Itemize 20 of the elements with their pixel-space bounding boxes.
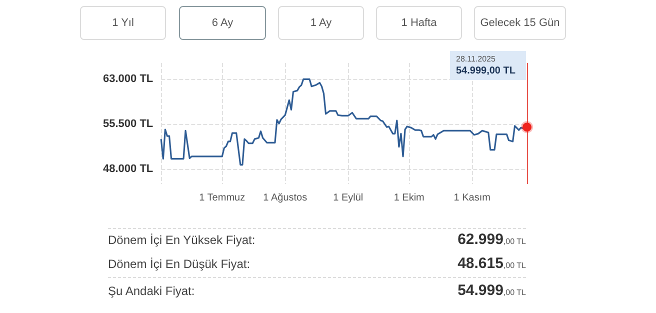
text: 1 Ay [278, 6, 364, 40]
text: Dönem İçi En Düşük Fiyat: [108, 257, 250, 271]
text: Şu Andaki Fiyat: [108, 284, 195, 298]
text: 54.999,00 TL [458, 282, 526, 299]
x-tick-label: 1 Eylül [333, 192, 364, 204]
x-tick-label: 1 Ekim [394, 192, 424, 204]
text: 62.999,00 TL [458, 231, 526, 248]
annotation: 28.11.2025 54.999,00 TL [456, 54, 516, 76]
text: 1 Hafta [376, 6, 462, 40]
x-tick-label: 1 Ağustos [263, 192, 308, 204]
y-tick-label: 55.500 TL [103, 118, 154, 130]
y-tick-label: 63.000 TL [103, 73, 154, 86]
text: 1 Yıl [80, 6, 166, 40]
text: 48.615,00 TL [458, 255, 526, 272]
text: 6 Ay [179, 6, 266, 40]
x-tick-label: 1 Temmuz [199, 192, 246, 204]
text: Gelecek 15 Gün [474, 6, 566, 40]
text: Dönem İçi En Yüksek Fiyat: [108, 233, 256, 247]
x-tick-label: 1 Kasım [454, 192, 490, 204]
y-tick-label: 48.000 TL [103, 163, 154, 176]
